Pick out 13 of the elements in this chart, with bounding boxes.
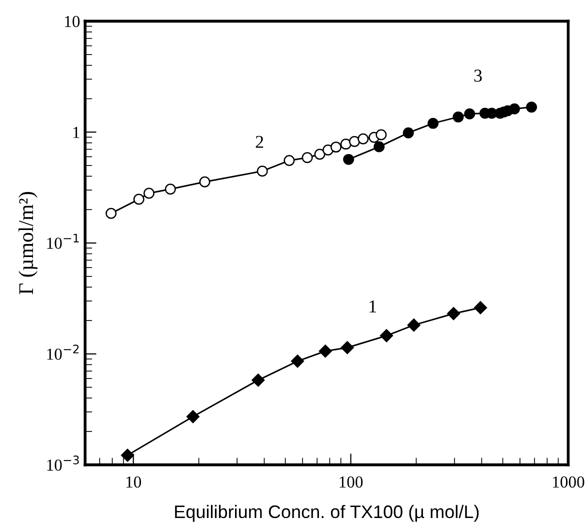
x-tick-label: 1000 xyxy=(553,476,584,488)
series-label: 2 xyxy=(256,136,264,148)
series-label: 3 xyxy=(474,70,482,82)
y-tick-label: 10$^{−2}$ xyxy=(47,344,79,360)
x-axis-title: Equilibrium Concn. of TX100 (µ mol/L) xyxy=(175,504,479,522)
x-tick-label: 100 xyxy=(340,476,363,488)
y-tick-label: 10$^{−1}$ xyxy=(47,234,79,249)
series-label: 1 xyxy=(370,300,376,312)
y-tick-label: 10$^{−3}$ xyxy=(47,456,79,471)
x-tick-label: 10 xyxy=(126,476,142,488)
y-axis-title: Γ (µmol/m²) xyxy=(18,192,38,294)
y-tick-label: 10 xyxy=(65,16,80,28)
y-tick-label: 1 xyxy=(73,126,80,138)
